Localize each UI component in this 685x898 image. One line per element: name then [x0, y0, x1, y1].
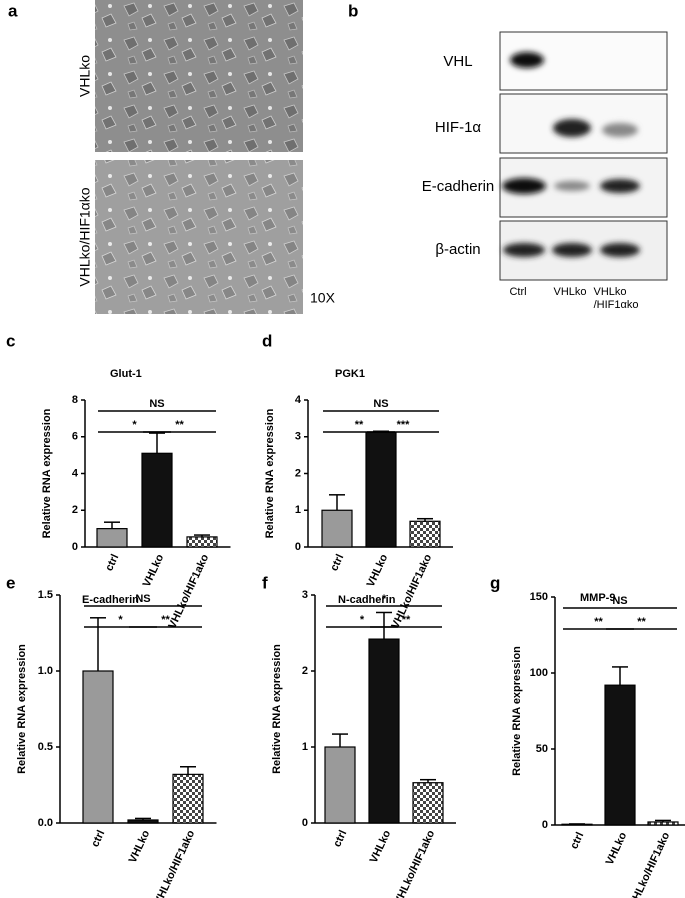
y-tick-label: 8 [72, 394, 78, 406]
y-axis-label: Relative RNA expression [264, 408, 276, 538]
blot-row-label: E-cadherin [422, 178, 495, 195]
bar [409, 520, 441, 548]
x-tick-label: ctrl [328, 552, 346, 573]
y-tick-label: 0 [72, 541, 78, 553]
x-tick-label: ctrl [568, 830, 586, 851]
x-tick-label: VHLko/HIF1ako [392, 828, 437, 898]
y-axis-label: Relative RNA expression [511, 646, 523, 776]
magnification: 10X [310, 290, 336, 306]
bar [368, 638, 400, 824]
micrograph [95, 160, 303, 314]
panel-letter: g [490, 573, 500, 592]
chart-title: PGK1 [335, 368, 365, 380]
significance-label: ** [637, 616, 646, 628]
significance-label: ** [355, 419, 364, 431]
y-tick-label: 0 [542, 819, 548, 831]
y-tick-label: 4 [295, 394, 302, 406]
significance-label: NS [373, 398, 388, 410]
bar [127, 819, 159, 824]
y-tick-label: 100 [530, 667, 548, 679]
y-tick-label: 0.0 [38, 817, 53, 829]
significance-label: NS [149, 398, 164, 410]
significance-label: *** [397, 419, 411, 431]
bar [82, 670, 114, 824]
bar [365, 431, 397, 548]
bar [172, 773, 204, 824]
bar [412, 782, 444, 824]
significance-label: * [118, 614, 123, 626]
x-tick-label: VHLko [604, 830, 630, 867]
significance-label: * [360, 614, 365, 626]
y-tick-label: 1.5 [38, 589, 53, 601]
blot-row-label: VHL [443, 53, 472, 70]
x-tick-label: VHLko [365, 552, 391, 589]
x-tick-label: VHLko [127, 828, 153, 865]
chart-title: Glut-1 [110, 368, 142, 380]
panel-letter: b [348, 1, 358, 20]
y-tick-label: 2 [72, 504, 78, 516]
y-tick-label: 50 [536, 743, 548, 755]
significance-label: NS [135, 593, 150, 605]
y-tick-label: 3 [302, 589, 308, 601]
significance-label: NS [612, 595, 627, 607]
chart-title: N-cadherin [338, 594, 396, 606]
blot [499, 31, 668, 281]
x-tick-label: VHLko/HIF1ako [152, 828, 197, 898]
y-tick-label: 0 [295, 541, 301, 553]
panel-letter: c [6, 331, 15, 350]
x-tick-label: VHLko/HIF1ako [627, 830, 672, 898]
y-axis-label: Relative RNA expression [16, 644, 28, 774]
y-tick-label: 2 [295, 467, 301, 479]
image-label: VHLko [77, 55, 93, 97]
y-tick-label: 6 [72, 431, 78, 443]
bar [561, 823, 593, 826]
y-tick-label: 1 [295, 504, 301, 516]
significance-label: * [382, 593, 387, 605]
x-tick-label: ctrl [331, 828, 349, 849]
bar [604, 684, 636, 826]
chart-title: E-cadherin [82, 594, 139, 606]
bar [96, 528, 128, 548]
significance-label: ** [161, 614, 170, 626]
bar [141, 452, 173, 548]
lane-label: /HIF1αko [594, 299, 639, 311]
y-axis-label: Relative RNA expression [271, 644, 283, 774]
x-tick-label: VHLko [368, 828, 394, 865]
y-tick-label: 1.0 [38, 665, 53, 677]
bar [186, 536, 218, 548]
bar [647, 821, 679, 826]
significance-label: ** [594, 616, 603, 628]
lane-label: VHLko [593, 286, 626, 298]
image-label: VHLko/HIF1αko [77, 187, 93, 286]
blot-row-label: HIF-1α [435, 119, 482, 136]
lane-label: Ctrl [509, 286, 526, 298]
y-tick-label: 1 [302, 741, 308, 753]
significance-label: ** [402, 614, 411, 626]
x-tick-label: ctrl [89, 828, 107, 849]
bar [324, 746, 356, 824]
lane-label: VHLko [553, 286, 586, 298]
blot-row-label: β-actin [435, 241, 480, 258]
significance-label: * [132, 419, 137, 431]
panel-letter: f [262, 573, 268, 592]
panel-letter: a [8, 1, 18, 20]
y-axis-label: Relative RNA expression [41, 408, 53, 538]
x-tick-label: VHLko/HIF1ako [166, 552, 211, 630]
panel-letter: d [262, 331, 272, 350]
y-tick-label: 150 [530, 591, 548, 603]
y-tick-label: 2 [302, 665, 308, 677]
y-tick-label: 0 [302, 817, 308, 829]
y-tick-label: 4 [72, 467, 79, 479]
panel-letter: e [6, 573, 15, 592]
y-tick-label: 0.5 [38, 741, 53, 753]
x-tick-label: VHLko [141, 552, 167, 589]
significance-label: ** [175, 419, 184, 431]
x-tick-label: ctrl [103, 552, 121, 573]
y-tick-label: 3 [295, 431, 301, 443]
micrograph [95, 0, 303, 152]
x-tick-label: VHLko/HIF1ako [389, 552, 434, 630]
bar [321, 509, 353, 548]
chart-title: MMP-9 [580, 592, 615, 604]
